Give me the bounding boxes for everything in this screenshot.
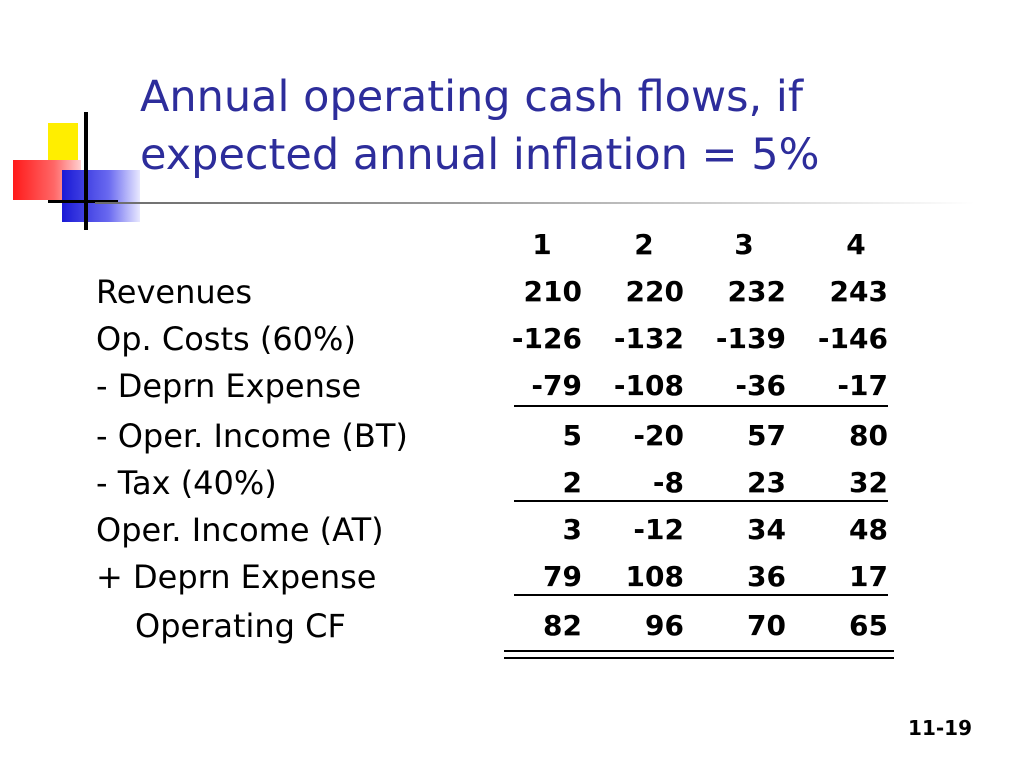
table-cell: 2 <box>562 466 582 499</box>
table-cell: 82 <box>543 609 582 642</box>
table-cell: 65 <box>849 609 888 642</box>
table-cell: 220 <box>625 275 684 308</box>
slide-title-line-2: expected annual inflation = 5% <box>140 130 820 180</box>
table-cell: 79 <box>543 560 582 593</box>
table-cell: 23 <box>747 466 786 499</box>
row-label: Oper. Income (AT) <box>96 511 384 549</box>
row-label: Revenues <box>96 273 253 311</box>
table-cell: -12 <box>633 513 684 546</box>
table-row-plus-deprn-expense: + Deprn Expense 79 108 36 17 <box>0 554 1024 600</box>
table-cell: 108 <box>625 560 684 593</box>
table-cell: 34 <box>747 513 786 546</box>
table-row-oper-income-at: Oper. Income (AT) 3 -12 34 48 <box>0 507 1024 553</box>
table-cell: 36 <box>747 560 786 593</box>
table-cell: -108 <box>613 369 684 402</box>
table-cell: -20 <box>633 419 684 452</box>
table-cell: 48 <box>849 513 888 546</box>
table-row-op-costs: Op. Costs (60%) -126 -132 -139 -146 <box>0 316 1024 362</box>
logo-blue-square <box>62 170 140 222</box>
row-label: + Deprn Expense <box>96 558 377 596</box>
table-cell: 210 <box>523 275 582 308</box>
column-header-year-4: 4 <box>846 228 866 261</box>
table-cell: 70 <box>747 609 786 642</box>
table-cell: 57 <box>747 419 786 452</box>
table-header-row: 1 2 3 4 <box>0 222 1024 268</box>
underline-rule <box>514 500 888 502</box>
table-cell: 80 <box>849 419 888 452</box>
column-header-year-3: 3 <box>734 228 754 261</box>
table-cell: -146 <box>817 322 888 355</box>
row-label: Op. Costs (60%) <box>96 320 356 358</box>
slide-title: Annual operating cash flows, if expected… <box>140 68 980 184</box>
table-cell: 17 <box>849 560 888 593</box>
table-cell: -139 <box>715 322 786 355</box>
table-cell: -79 <box>531 369 582 402</box>
logo-yellow-square <box>48 123 78 163</box>
table-cell: 96 <box>645 609 684 642</box>
row-label: - Oper. Income (BT) <box>96 417 408 455</box>
table-cell: -36 <box>735 369 786 402</box>
row-label: Operating CF <box>135 607 346 645</box>
table-cell: 5 <box>562 419 582 452</box>
table-row-tax: - Tax (40%) 2 -8 23 32 <box>0 460 1024 506</box>
column-header-year-2: 2 <box>634 228 654 261</box>
title-divider <box>95 202 975 204</box>
table-cell: -8 <box>652 466 684 499</box>
logo-horizontal-line <box>48 200 118 203</box>
column-header-year-1: 1 <box>532 228 552 261</box>
underline-rule <box>514 405 888 407</box>
slide-logo-icon <box>0 0 140 240</box>
double-underline-top <box>504 650 894 652</box>
table-cell: -132 <box>613 322 684 355</box>
table-row-oper-income-bt: - Oper. Income (BT) 5 -20 57 80 <box>0 413 1024 459</box>
table-cell: 232 <box>727 275 786 308</box>
row-label: - Deprn Expense <box>96 367 362 405</box>
table-cell: -126 <box>511 322 582 355</box>
table-row-operating-cf: Operating CF 82 96 70 65 <box>0 603 1024 649</box>
slide-number: 11-19 <box>908 716 972 740</box>
table-cell: 32 <box>849 466 888 499</box>
double-underline-bottom <box>504 657 894 659</box>
logo-vertical-line <box>84 112 88 230</box>
table-row-deprn-expense: - Deprn Expense -79 -108 -36 -17 <box>0 363 1024 409</box>
table-cell: 243 <box>829 275 888 308</box>
underline-rule <box>514 594 888 596</box>
row-label: - Tax (40%) <box>96 464 277 502</box>
table-row-revenues: Revenues 210 220 232 243 <box>0 269 1024 315</box>
slide-title-line-1: Annual operating cash flows, if <box>140 72 803 122</box>
table-cell: 3 <box>562 513 582 546</box>
table-cell: -17 <box>837 369 888 402</box>
